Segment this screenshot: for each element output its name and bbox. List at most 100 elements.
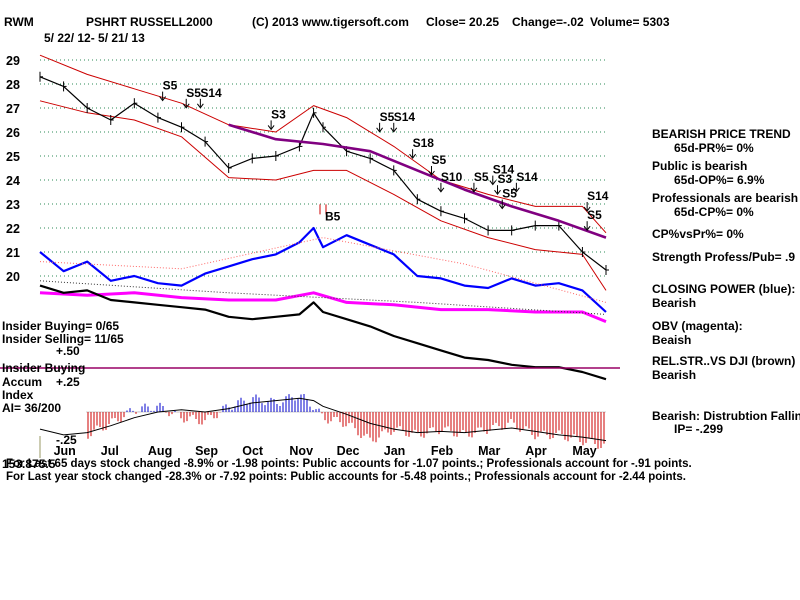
sell-arrow-head	[409, 153, 417, 160]
series-lower-band	[39, 100, 607, 291]
price-axis-labels: 29 28 27 26 25 24 23 22 21 20	[6, 54, 20, 284]
change-value: Change=-.02	[512, 15, 584, 29]
month-label-mar: Mar	[478, 444, 500, 458]
month-label-nov: Nov	[289, 444, 313, 458]
relstr-label: REL.STR..VS DJI (brown)	[652, 354, 796, 368]
overlap-label: 153.875.5	[2, 457, 56, 471]
signal-label: S14	[516, 170, 538, 184]
month-label-oct: Oct	[242, 444, 264, 458]
y-tick-29: 29	[6, 54, 20, 68]
signal-label: S14	[587, 189, 609, 203]
signal-label: S3	[498, 172, 513, 186]
sell-arrow-head	[428, 170, 435, 176]
signal-label: S5	[186, 86, 201, 100]
op65-value: 65d-OP%= 6.9%	[674, 173, 765, 187]
public-bearish: Public is bearish	[652, 159, 748, 173]
insider-buying-count: Insider Buying= 0/65	[2, 319, 120, 333]
signal-label: B5	[325, 209, 341, 223]
cp65-value: 65d-CP%= 0%	[674, 205, 754, 219]
sell-arrow-head	[470, 187, 478, 193]
month-label-jul: Jul	[101, 444, 119, 458]
y-tick-20: 20	[6, 270, 20, 284]
sell-arrow-head	[498, 204, 506, 210]
signal-label: S18	[413, 136, 435, 150]
signal-label: S5	[474, 170, 489, 184]
series-65-day-ma	[228, 123, 607, 239]
distribution-status: Bearish: Distrubtion Falling	[652, 409, 800, 423]
accum-ma-line	[39, 397, 607, 442]
sell-arrow-head	[267, 125, 275, 131]
accum-tick-plus25: +.25	[56, 375, 80, 389]
strength-ratio: Strength Profess/Pub= .9	[652, 250, 796, 264]
sell-arrow-head	[376, 127, 383, 133]
pros-bearish: Professionals are bearish	[652, 191, 799, 205]
y-tick-23: 23	[6, 198, 20, 212]
series-rel-str-vs-dji	[39, 284, 607, 381]
month-label-may: May	[572, 444, 596, 458]
sell-arrow-head	[494, 189, 501, 196]
pr65-value: 65d-PR%= 0%	[674, 141, 754, 155]
obv-status: Beaish	[652, 333, 692, 347]
signal-label: S10	[441, 170, 463, 184]
month-label-apr: Apr	[525, 444, 547, 458]
sell-arrow-head	[196, 103, 204, 109]
y-tick-22: 22	[6, 222, 20, 236]
signal-label: S14	[200, 86, 222, 100]
obv-label: OBV (magenta):	[652, 319, 743, 333]
close-value: Close= 20.25	[426, 15, 500, 29]
footer-65day: For Last 65 days stock changed -8.9% or …	[6, 458, 692, 470]
accum-index-panel	[0, 367, 620, 458]
y-tick-24: 24	[6, 174, 20, 188]
y-tick-28: 28	[6, 78, 20, 92]
accum-label: Accum	[2, 375, 43, 389]
month-label-dec: Dec	[337, 444, 360, 458]
signal-label: S5	[380, 110, 395, 124]
accum-tick-plus50: +.50	[56, 344, 80, 358]
month-label-sep: Sep	[195, 444, 218, 458]
series-price	[39, 76, 607, 271]
series-upper-band	[39, 54, 607, 234]
bearish-trend-heading: BEARISH PRICE TREND	[652, 127, 791, 141]
y-tick-21: 21	[6, 246, 20, 260]
series-closing-power	[39, 226, 607, 313]
insider-buying-label: Insider Buying	[2, 361, 86, 375]
footer-year: For Last year stock changed -28.3% or -7…	[6, 471, 686, 483]
price-gridlines	[40, 59, 606, 277]
signal-label: S5	[431, 153, 446, 167]
sell-arrow-head	[512, 187, 520, 193]
ai-value: AI= 36/200	[2, 401, 62, 415]
closing-power-label: CLOSING POWER (blue):	[652, 282, 796, 296]
cp-vs-pr: CP%vsPr%= 0%	[652, 227, 744, 241]
copyright: (C) 2013 www.tigersoft.com	[252, 15, 409, 29]
sell-arrow-head	[583, 206, 591, 212]
month-label-jun: Jun	[54, 444, 76, 458]
y-tick-25: 25	[6, 150, 20, 164]
relstr-status: Bearish	[652, 368, 697, 382]
closing-power-status: Bearish	[652, 296, 697, 310]
index-label: Index	[2, 388, 34, 402]
y-tick-27: 27	[6, 102, 20, 116]
month-label-jan: Jan	[384, 444, 406, 458]
date-range: 5/ 22/ 12- 5/ 21/ 13	[44, 31, 145, 45]
sell-arrow-head	[159, 96, 167, 102]
price-bands	[39, 54, 607, 291]
signal-label: S14	[493, 163, 515, 177]
obv-ma	[39, 280, 607, 315]
accum-tick-minus25: -.25	[56, 433, 77, 447]
month-axis-labels: Jun Jul Aug Sep Oct Nov Dec Jan Feb Mar Apr May	[54, 444, 597, 458]
month-label-feb: Feb	[431, 444, 454, 458]
signal-label: S5	[587, 208, 602, 222]
sell-arrow-head	[583, 225, 591, 232]
volume-value: Volume= 5303	[590, 15, 670, 29]
y-tick-26: 26	[6, 126, 20, 140]
insider-selling-count: Insider Selling= 11/65	[2, 332, 124, 346]
signal-label: S5	[502, 187, 517, 201]
sell-arrow-head	[182, 103, 190, 109]
series-lines	[39, 71, 609, 381]
signal-label: S3	[271, 107, 286, 121]
sell-arrow-head	[489, 180, 497, 186]
month-label-aug: Aug	[148, 444, 172, 458]
signal-label: S14	[394, 110, 416, 124]
